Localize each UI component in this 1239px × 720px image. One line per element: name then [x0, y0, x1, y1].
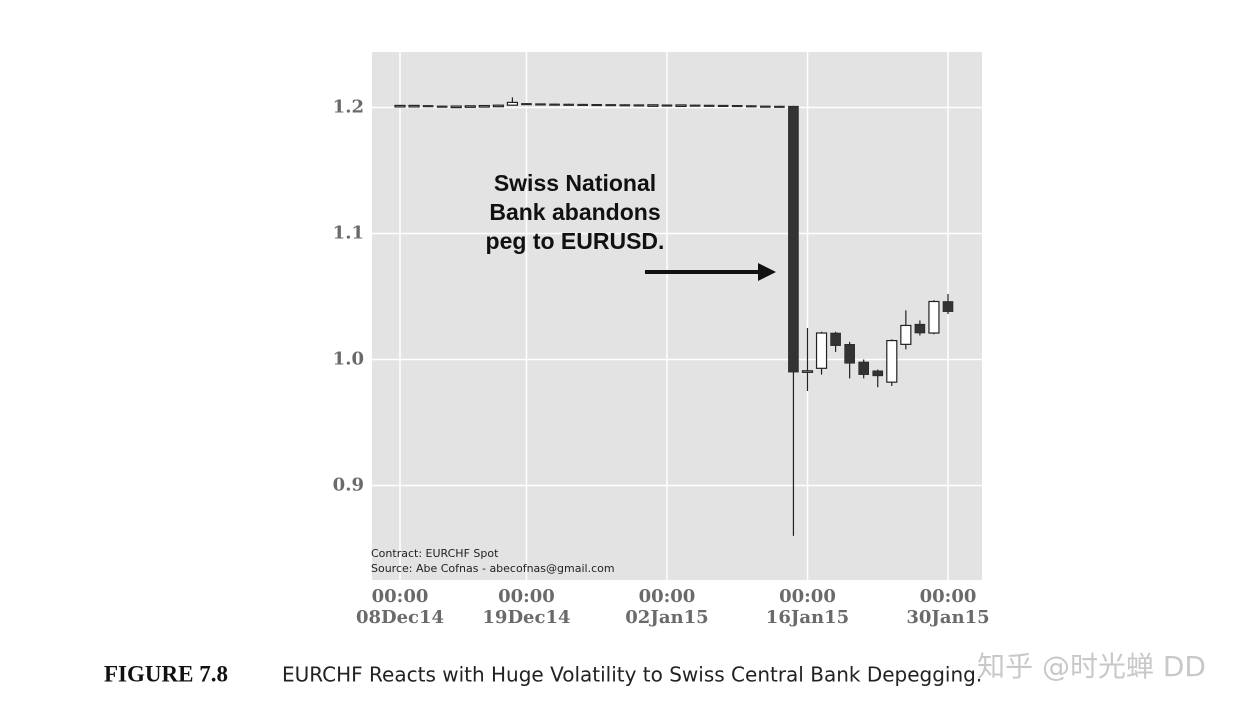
candle-body — [492, 104, 504, 108]
candle-body — [549, 103, 560, 106]
x-tick-label: 16Jan15 — [766, 607, 849, 628]
candle-body — [689, 104, 701, 107]
candle-body — [914, 323, 926, 334]
y-tick-label: 0.9 — [333, 474, 364, 495]
candle-body — [830, 332, 841, 346]
candle-body — [591, 103, 603, 107]
candle-body — [760, 105, 771, 108]
candle-body — [661, 104, 673, 107]
candle-body — [745, 105, 757, 108]
candle-body — [886, 339, 898, 383]
annotation: peg to EURUSD. — [486, 228, 665, 254]
note: Source: Abe Cofnas - abecofnas@gmail.com — [371, 562, 615, 575]
caption-label: FIGURE 7.8 — [104, 661, 228, 686]
plot-area — [372, 52, 982, 580]
annotation: Bank abandons — [489, 199, 660, 225]
candle-body — [900, 324, 912, 345]
candle-body — [942, 301, 954, 312]
x-tick-label: 00:00 — [920, 586, 977, 607]
note: Contract: EURCHF Spot — [371, 547, 499, 560]
x-tick-label: 19Dec14 — [482, 607, 570, 628]
x-tick-label: 00:00 — [498, 586, 555, 607]
candle-body — [464, 105, 476, 108]
arrow-head — [758, 263, 776, 281]
x-tick-label: 00:00 — [372, 586, 429, 607]
caption-text: EURCHF Reacts with Huge Volatility to Sw… — [282, 663, 982, 687]
candle-body — [577, 103, 588, 106]
candle-body — [774, 105, 785, 108]
candle-body — [422, 105, 434, 108]
candle-body — [605, 104, 617, 107]
candle-body — [703, 104, 715, 107]
x-tick-label: 02Jan15 — [625, 607, 708, 628]
x-tick-label: 08Dec14 — [356, 607, 444, 628]
candle-body — [394, 104, 406, 108]
candle-body — [731, 105, 743, 108]
candle-body — [872, 370, 884, 377]
candle-body — [563, 103, 574, 106]
candle-body — [801, 370, 814, 373]
candle-body — [450, 105, 462, 109]
candle-body — [633, 104, 645, 107]
x-tick-label: 00:00 — [639, 586, 696, 607]
candle-body — [506, 101, 519, 106]
y-tick-label: 1.2 — [333, 96, 364, 117]
x-tick-label: 30Jan15 — [906, 607, 989, 628]
candle-body — [717, 104, 729, 107]
candle-body — [928, 300, 940, 334]
candle-body — [478, 104, 490, 108]
candle-body — [521, 103, 532, 106]
x-tick-label: 00:00 — [779, 586, 836, 607]
candle-body — [815, 332, 828, 369]
y-tick-label: 1.0 — [333, 348, 364, 369]
candle-body — [647, 104, 659, 107]
y-tick-label: 1.1 — [333, 222, 364, 243]
candle-body — [788, 105, 799, 373]
candle-body — [535, 103, 546, 106]
candle-body — [858, 361, 869, 375]
candle-body — [844, 344, 855, 364]
candle-body — [619, 104, 631, 107]
candle-body — [436, 105, 448, 108]
watermark: 知乎 @时光蝉 DD — [977, 650, 1206, 683]
candle-body — [675, 104, 687, 108]
annotation: Swiss National — [494, 170, 656, 196]
candle-body — [408, 104, 420, 108]
